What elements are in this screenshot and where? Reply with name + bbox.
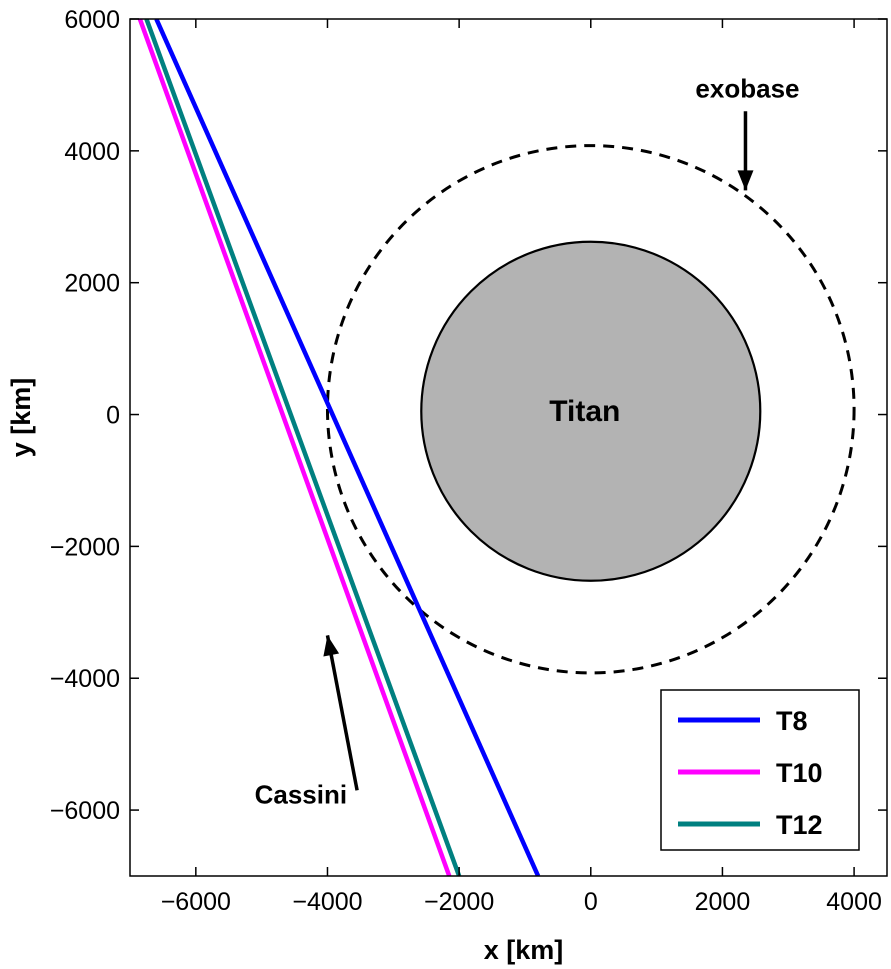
legend-label-t12: T12: [776, 810, 823, 840]
y-axis-title: y [km]: [6, 378, 36, 458]
cassini-arrow-head: [323, 635, 340, 657]
x-tick-label: 2000: [695, 888, 751, 916]
y-tick-label: 4000: [64, 138, 120, 166]
titan-label: Titan: [549, 395, 620, 428]
x-axis-title: x [km]: [484, 935, 564, 965]
y-tick-label: −2000: [50, 533, 120, 561]
legend: T8 T10 T12: [660, 689, 860, 851]
cassini-label: Cassini: [255, 779, 348, 809]
plot-frame: [129, 18, 888, 877]
x-tick-label: 4000: [826, 888, 882, 916]
legend-label-t8: T8: [776, 706, 808, 736]
x-tick-label: −6000: [161, 888, 231, 916]
x-tick-label: −4000: [292, 888, 362, 916]
y-tick-label: 2000: [64, 270, 120, 298]
y-tick-label: 0: [106, 402, 120, 430]
exobase-label: exobase: [695, 73, 799, 103]
titan-disk: [420, 240, 762, 582]
series-line-t12: [144, 19, 462, 876]
exobase-arrow-head: [737, 170, 754, 191]
y-tick-label: −4000: [50, 665, 120, 693]
series-line-t10: [137, 19, 452, 876]
legend-label-t10: T10: [776, 758, 823, 788]
series-line-t8: [154, 19, 541, 876]
cassini-arrow-shaft: [325, 635, 359, 791]
y-tick-label: −6000: [50, 797, 120, 825]
x-tick-label: 0: [584, 888, 598, 916]
exobase-circle: [325, 144, 856, 675]
x-tick-label: −2000: [424, 888, 494, 916]
y-tick-label: 6000: [64, 6, 120, 34]
